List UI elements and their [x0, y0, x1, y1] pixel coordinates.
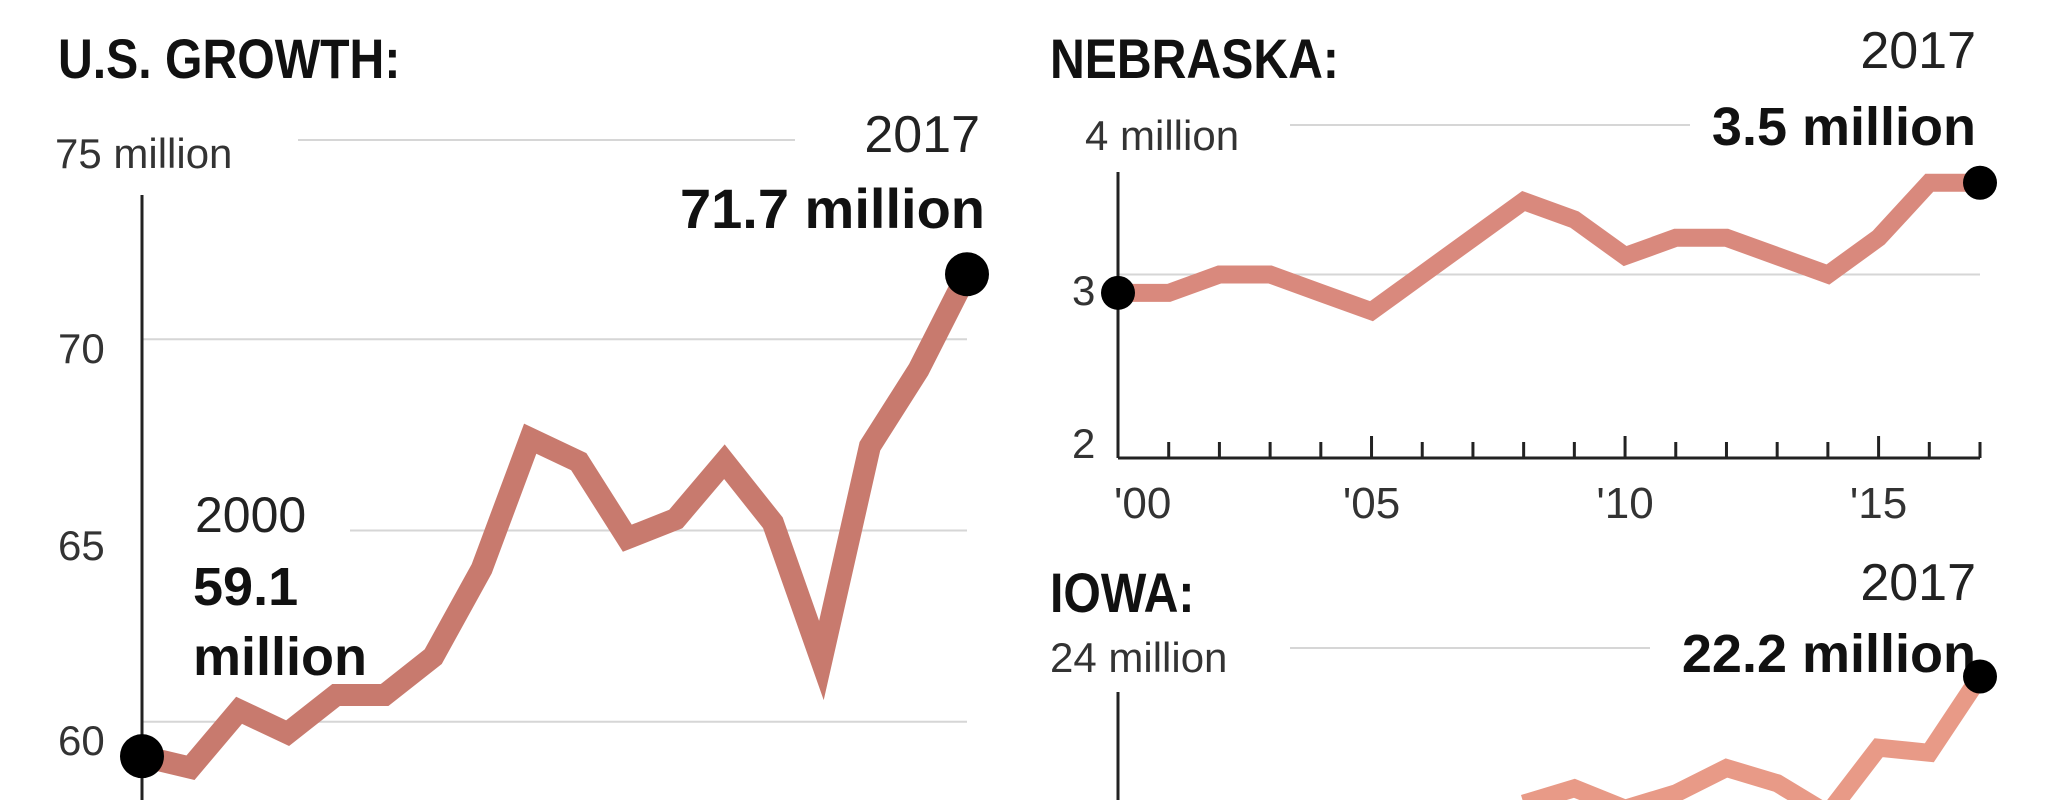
nebraska-x-tick-label: '05 [1343, 479, 1400, 528]
nebraska-end-value: 3.5 million [1712, 97, 1976, 157]
us-end-point [945, 252, 989, 297]
iowa-end-year: 2017 [1860, 554, 1976, 612]
nebraska-series-line [1118, 173, 1980, 322]
nebraska-x-tick-label: '15 [1850, 479, 1907, 528]
iowa-plot-area [1521, 659, 1997, 800]
us-end-value: 71.7 million [680, 177, 985, 240]
nebraska-x-tick-label: '00 [1114, 479, 1171, 528]
iowa-title: IOWA: [1050, 563, 1194, 625]
us-start-value: 59.1 [193, 557, 298, 617]
nebraska-x-tick-label: '10 [1596, 479, 1653, 528]
us-ytick-65: 65 [58, 522, 105, 569]
nebraska-ytick-3: 3 [1072, 267, 1095, 314]
us-panel: U.S. GROWTH: 75 million 70 65 60 2000 59… [55, 29, 989, 800]
us-series-line [139, 269, 977, 780]
iowa-end-point [1963, 659, 1997, 694]
nebraska-end-point [1963, 165, 1997, 200]
us-start-point [120, 734, 164, 779]
us-end-year: 2017 [864, 106, 980, 164]
nebraska-plot-area [1101, 165, 1997, 322]
nebraska-panel: NEBRASKA: 2017 3.5 million 4 million 3 2… [1050, 22, 1997, 528]
iowa-series-line [1521, 671, 1988, 800]
iowa-unit-label: 24 million [1050, 634, 1227, 681]
nebraska-x-ticks: '00 '05 '10 '15 [1114, 436, 1982, 528]
us-unit-label: 75 million [55, 130, 232, 177]
nebraska-end-year: 2017 [1860, 22, 1976, 80]
iowa-end-value: 22.2 million [1682, 624, 1976, 684]
us-start-unit: million [193, 627, 367, 687]
us-title: U.S. GROWTH: [58, 29, 400, 91]
iowa-panel: IOWA: 2017 22.2 million 24 million [1050, 554, 1997, 800]
us-ytick-60: 60 [58, 717, 105, 764]
nebraska-start-point [1101, 275, 1135, 310]
us-plot-area [120, 252, 989, 780]
us-start-year: 2000 [195, 487, 306, 543]
nebraska-title: NEBRASKA: [1050, 29, 1339, 91]
us-ytick-70: 70 [58, 325, 105, 372]
nebraska-unit-label: 4 million [1085, 112, 1239, 159]
nebraska-ytick-2: 2 [1072, 420, 1095, 467]
